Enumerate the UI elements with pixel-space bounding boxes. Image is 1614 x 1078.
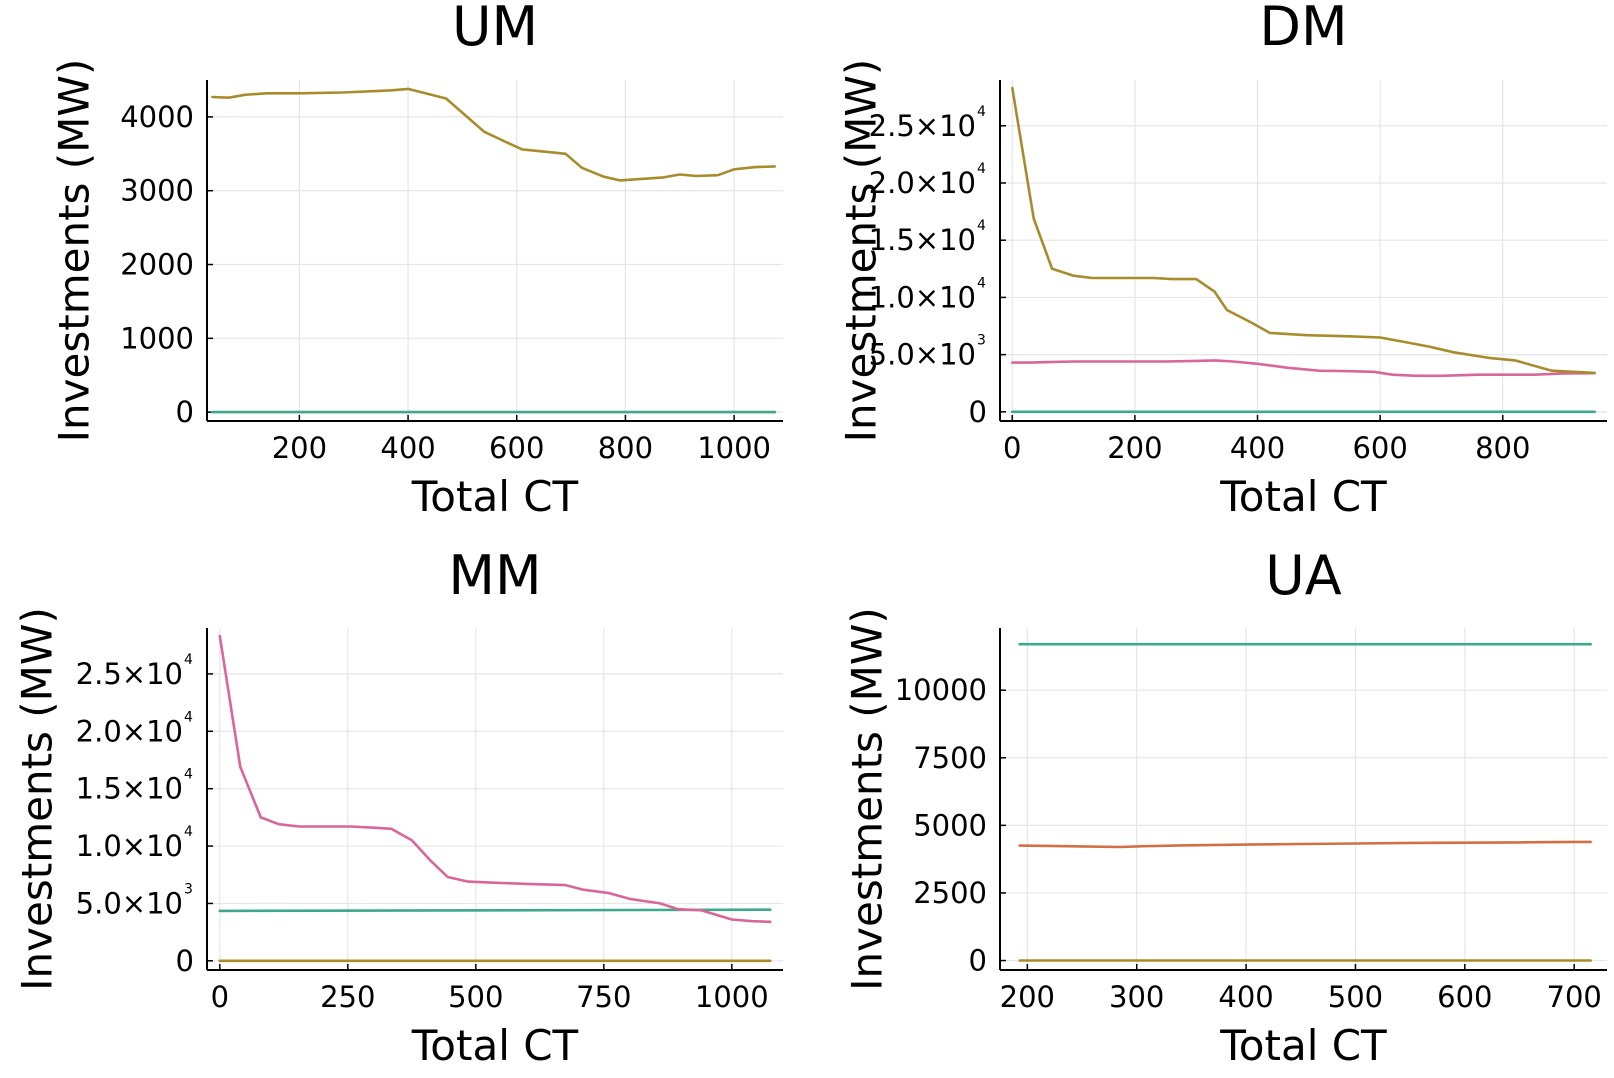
chart-2-y-tick-label-2: 1.0×10 — [76, 829, 183, 863]
chart-1-y-tick-label-4: 2.0×10 — [869, 166, 976, 200]
chart-0-x-tick-label-2: 600 — [489, 431, 544, 465]
chart-3-title: UA — [1265, 544, 1342, 607]
chart-3-x-tick-label-0: 200 — [1000, 980, 1055, 1014]
chart-3-x-tick-label-2: 400 — [1218, 980, 1273, 1014]
chart-1-y-tick-label-1: 5.0×10 — [869, 338, 976, 372]
chart-0-panel: 200 400 600 800 1000 0 1000 2000 3000 4000 UM Total… — [50, 0, 783, 521]
chart-1-x-axis-label: Total CT — [1219, 472, 1387, 521]
chart-2-x-tick-label-2: 500 — [448, 980, 503, 1014]
chart-0-x-tick-label-4: 1000 — [697, 431, 771, 465]
chart-2-y-tick-exponent-2: 4 — [184, 824, 193, 840]
chart-1-series-line-2 — [1010, 86, 1596, 375]
chart-2-x-tick-label-0: 0 — [211, 980, 229, 1014]
chart-0-y-tick-label-2: 2000 — [120, 248, 194, 282]
chart-1-x-tick-label-4: 800 — [1475, 431, 1530, 465]
chart-2-x-tick-label-4: 1000 — [695, 980, 769, 1014]
chart-2-y-tick-exponent-3: 4 — [184, 767, 193, 783]
chart-1-y-tick-exponent-5: 4 — [977, 104, 986, 120]
chart-1-y-tick-exponent-1: 3 — [977, 333, 986, 349]
chart-3-y-tick-label-2: 5000 — [913, 808, 987, 842]
chart-2-y-tick-label-3: 1.5×10 — [76, 772, 183, 806]
chart-1-y-tick-exponent-3: 4 — [977, 218, 986, 234]
chart-2-series-line-2 — [218, 634, 772, 924]
chart-0-x-tick-label-1: 400 — [380, 431, 435, 465]
chart-0-y-tick-label-1: 1000 — [120, 321, 194, 355]
chart-0-y-tick-label-3: 3000 — [120, 174, 194, 208]
chart-1-y-tick-exponent-4: 4 — [977, 161, 986, 177]
chart-2-x-axis-label: Total CT — [411, 1021, 579, 1070]
chart-1-x-tick-label-1: 200 — [1107, 431, 1162, 465]
chart-1-y-tick-label-3: 1.5×10 — [869, 223, 976, 257]
chart-3-y-tick-label-1: 2500 — [913, 876, 987, 910]
chart-1-y-axis-label: Investments (MW) — [837, 59, 886, 443]
chart-1-y-tick-exponent-2: 4 — [977, 275, 986, 291]
chart-1-title: DM — [1259, 0, 1347, 58]
chart-1-x-tick-label-0: 0 — [1003, 431, 1021, 465]
chart-0-title: UM — [452, 0, 538, 58]
chart-0-x-tick-label-0: 200 — [272, 431, 327, 465]
chart-3-y-axis-label: Investments (MW) — [843, 607, 892, 991]
chart-0-y-tick-label-4: 4000 — [120, 100, 194, 134]
chart-1-x-tick-label-2: 400 — [1230, 431, 1285, 465]
chart-2-x-tick-label-1: 250 — [320, 980, 375, 1014]
chart-3-x-tick-label-1: 300 — [1109, 980, 1164, 1014]
chart-2-title: MM — [448, 544, 541, 607]
chart-3-y-tick-label-0: 0 — [969, 944, 987, 978]
chart-2-y-tick-exponent-4: 4 — [184, 709, 193, 725]
chart-0-x-axis-label: Total CT — [411, 472, 579, 521]
chart-1-y-tick-label-0: 0 — [969, 395, 987, 429]
chart-3-series-line-2 — [1018, 840, 1592, 849]
chart-3-panel: 200 300 400 500 600 700 0 2500 5000 7500 10000 UA To… — [843, 544, 1607, 1070]
chart-2-y-tick-label-5: 2.5×10 — [76, 657, 183, 691]
chart-3-x-tick-label-4: 600 — [1437, 980, 1492, 1014]
chart-0-y-axis-label: Investments (MW) — [50, 59, 99, 443]
chart-2-y-axis-label: Investments (MW) — [13, 607, 62, 991]
chart-2-y-tick-label-0: 0 — [176, 944, 194, 978]
chart-3-y-tick-label-4: 10000 — [895, 673, 987, 707]
chart-3-x-tick-label-3: 500 — [1328, 980, 1383, 1014]
chart-0-y-tick-label-0: 0 — [176, 395, 194, 429]
chart-3-y-tick-label-3: 7500 — [913, 741, 987, 775]
chart-1-y-tick-label-5: 2.5×10 — [869, 109, 976, 143]
chart-2-x-tick-label-3: 750 — [576, 980, 631, 1014]
chart-1-y-tick-label-2: 1.0×10 — [869, 280, 976, 314]
chart-0-x-tick-label-3: 800 — [598, 431, 653, 465]
chart-1-x-tick-label-3: 600 — [1352, 431, 1407, 465]
chart-0-series-line-1 — [211, 87, 777, 182]
chart-2-y-tick-label-4: 2.0×10 — [76, 714, 183, 748]
chart-3-x-tick-label-5: 700 — [1547, 980, 1602, 1014]
chart-2-y-tick-exponent-5: 4 — [184, 652, 193, 668]
chart-2-y-tick-label-1: 5.0×10 — [76, 886, 183, 920]
chart-3-x-axis-label: Total CT — [1219, 1021, 1387, 1070]
chart-2-y-tick-exponent-1: 3 — [184, 881, 193, 897]
chart-1-series-line-1 — [1010, 359, 1596, 378]
